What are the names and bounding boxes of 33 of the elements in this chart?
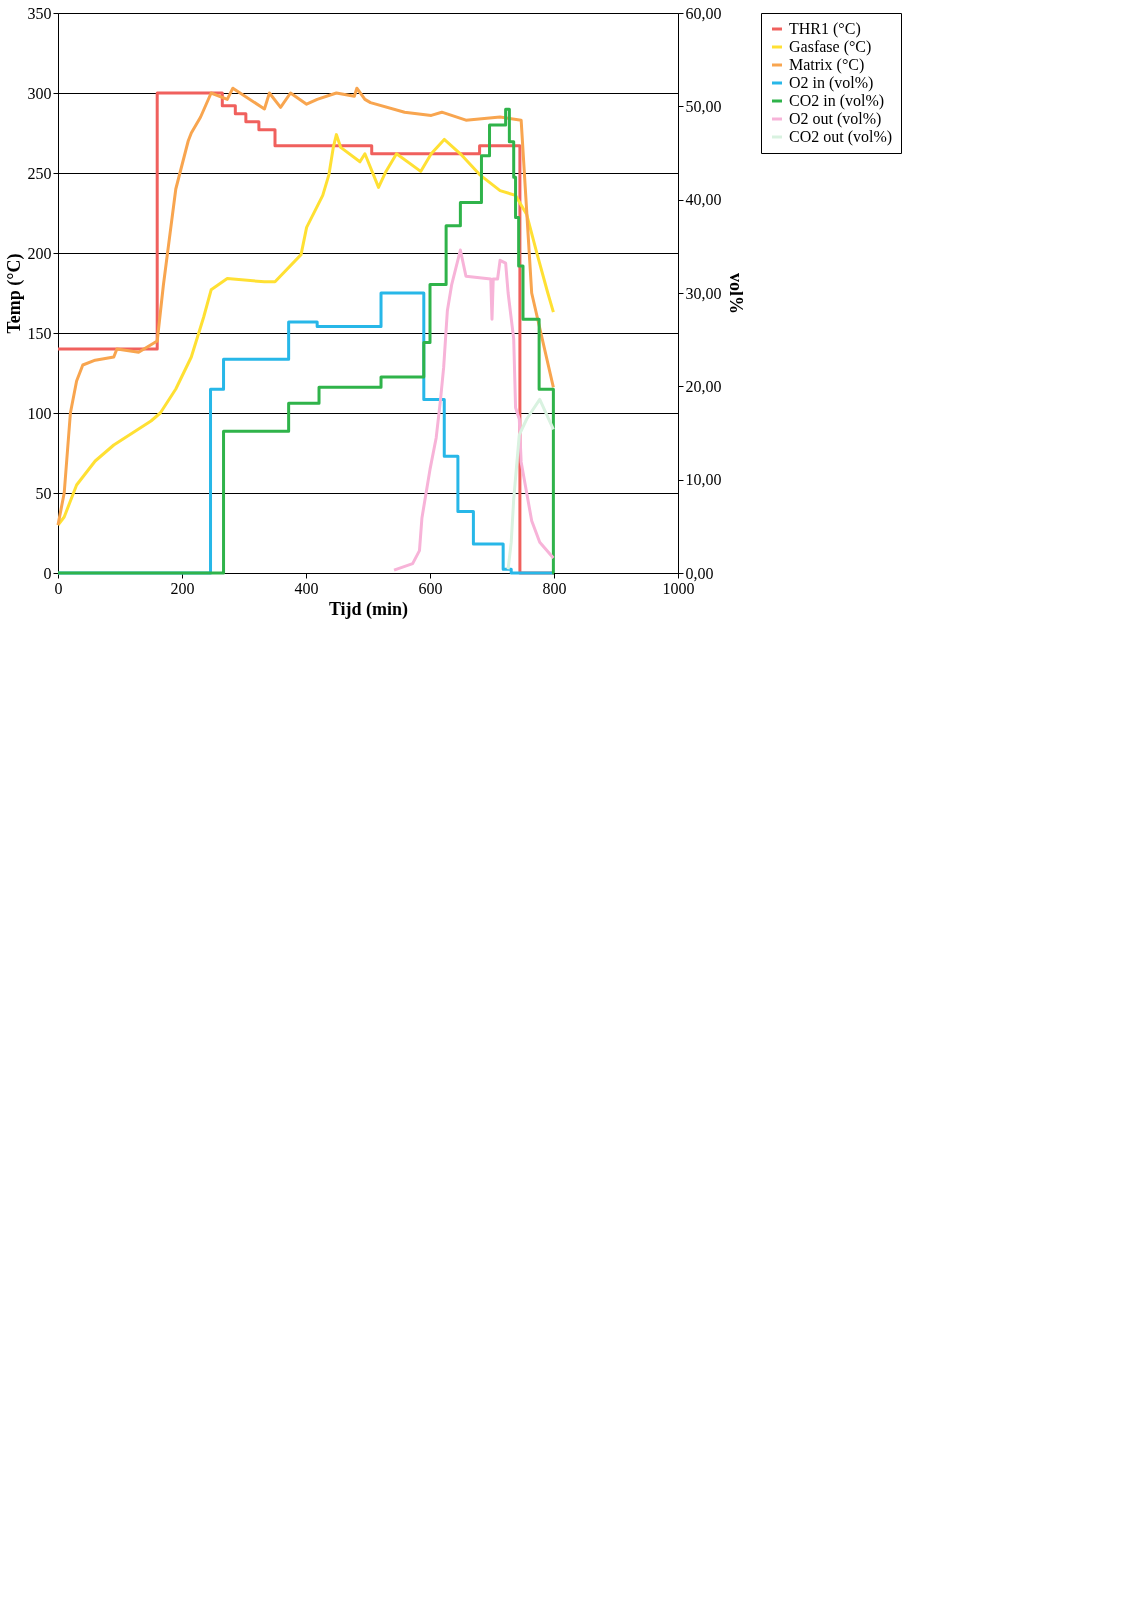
y-tick-label: 50 [35, 484, 52, 502]
legend-label: O2 in (vol%) [789, 74, 874, 92]
legend-label: THR1 (°C) [789, 20, 861, 38]
y-tick-label: 150 [27, 324, 52, 342]
x-tick-label: 0 [54, 579, 63, 597]
line-series [506, 397, 555, 571]
legend-label: CO2 in (vol%) [789, 92, 885, 110]
legend-label: CO2 out (vol%) [789, 128, 893, 146]
y2-tick-label: 40,00 [685, 191, 722, 209]
legend-label: Gasfase (°C) [789, 38, 872, 56]
x-axis-title: Tijd (min) [328, 598, 409, 620]
y2-tick-label: 20,00 [685, 377, 722, 395]
x-tick-label: 400 [294, 579, 319, 597]
x-tick-label: 600 [418, 579, 443, 597]
y2-tick-label: 60,00 [685, 4, 722, 22]
y2-tick-label: 0,00 [685, 564, 714, 582]
y-axis-title: Temp (°C) [3, 253, 25, 334]
y2-tick-label: 30,00 [685, 284, 722, 302]
y2-axis-title: vol% [725, 272, 746, 315]
y2-tick-label: 10,00 [685, 471, 722, 489]
legend-label: Matrix (°C) [789, 56, 865, 74]
y-tick-label: 100 [27, 404, 52, 422]
y-tick-label: 0 [43, 564, 52, 582]
x-tick-label: 800 [542, 579, 567, 597]
x-tick-label: 200 [170, 579, 195, 597]
y-tick-label: 200 [27, 244, 52, 262]
line-series [392, 248, 555, 572]
y-tick-label: 350 [27, 4, 52, 22]
x-tick-label: 1000 [662, 579, 695, 597]
y-tick-label: 250 [27, 164, 52, 182]
legend-label: O2 out (vol%) [789, 110, 882, 128]
y-tick-label: 300 [27, 84, 52, 102]
y2-tick-label: 50,00 [685, 97, 722, 115]
